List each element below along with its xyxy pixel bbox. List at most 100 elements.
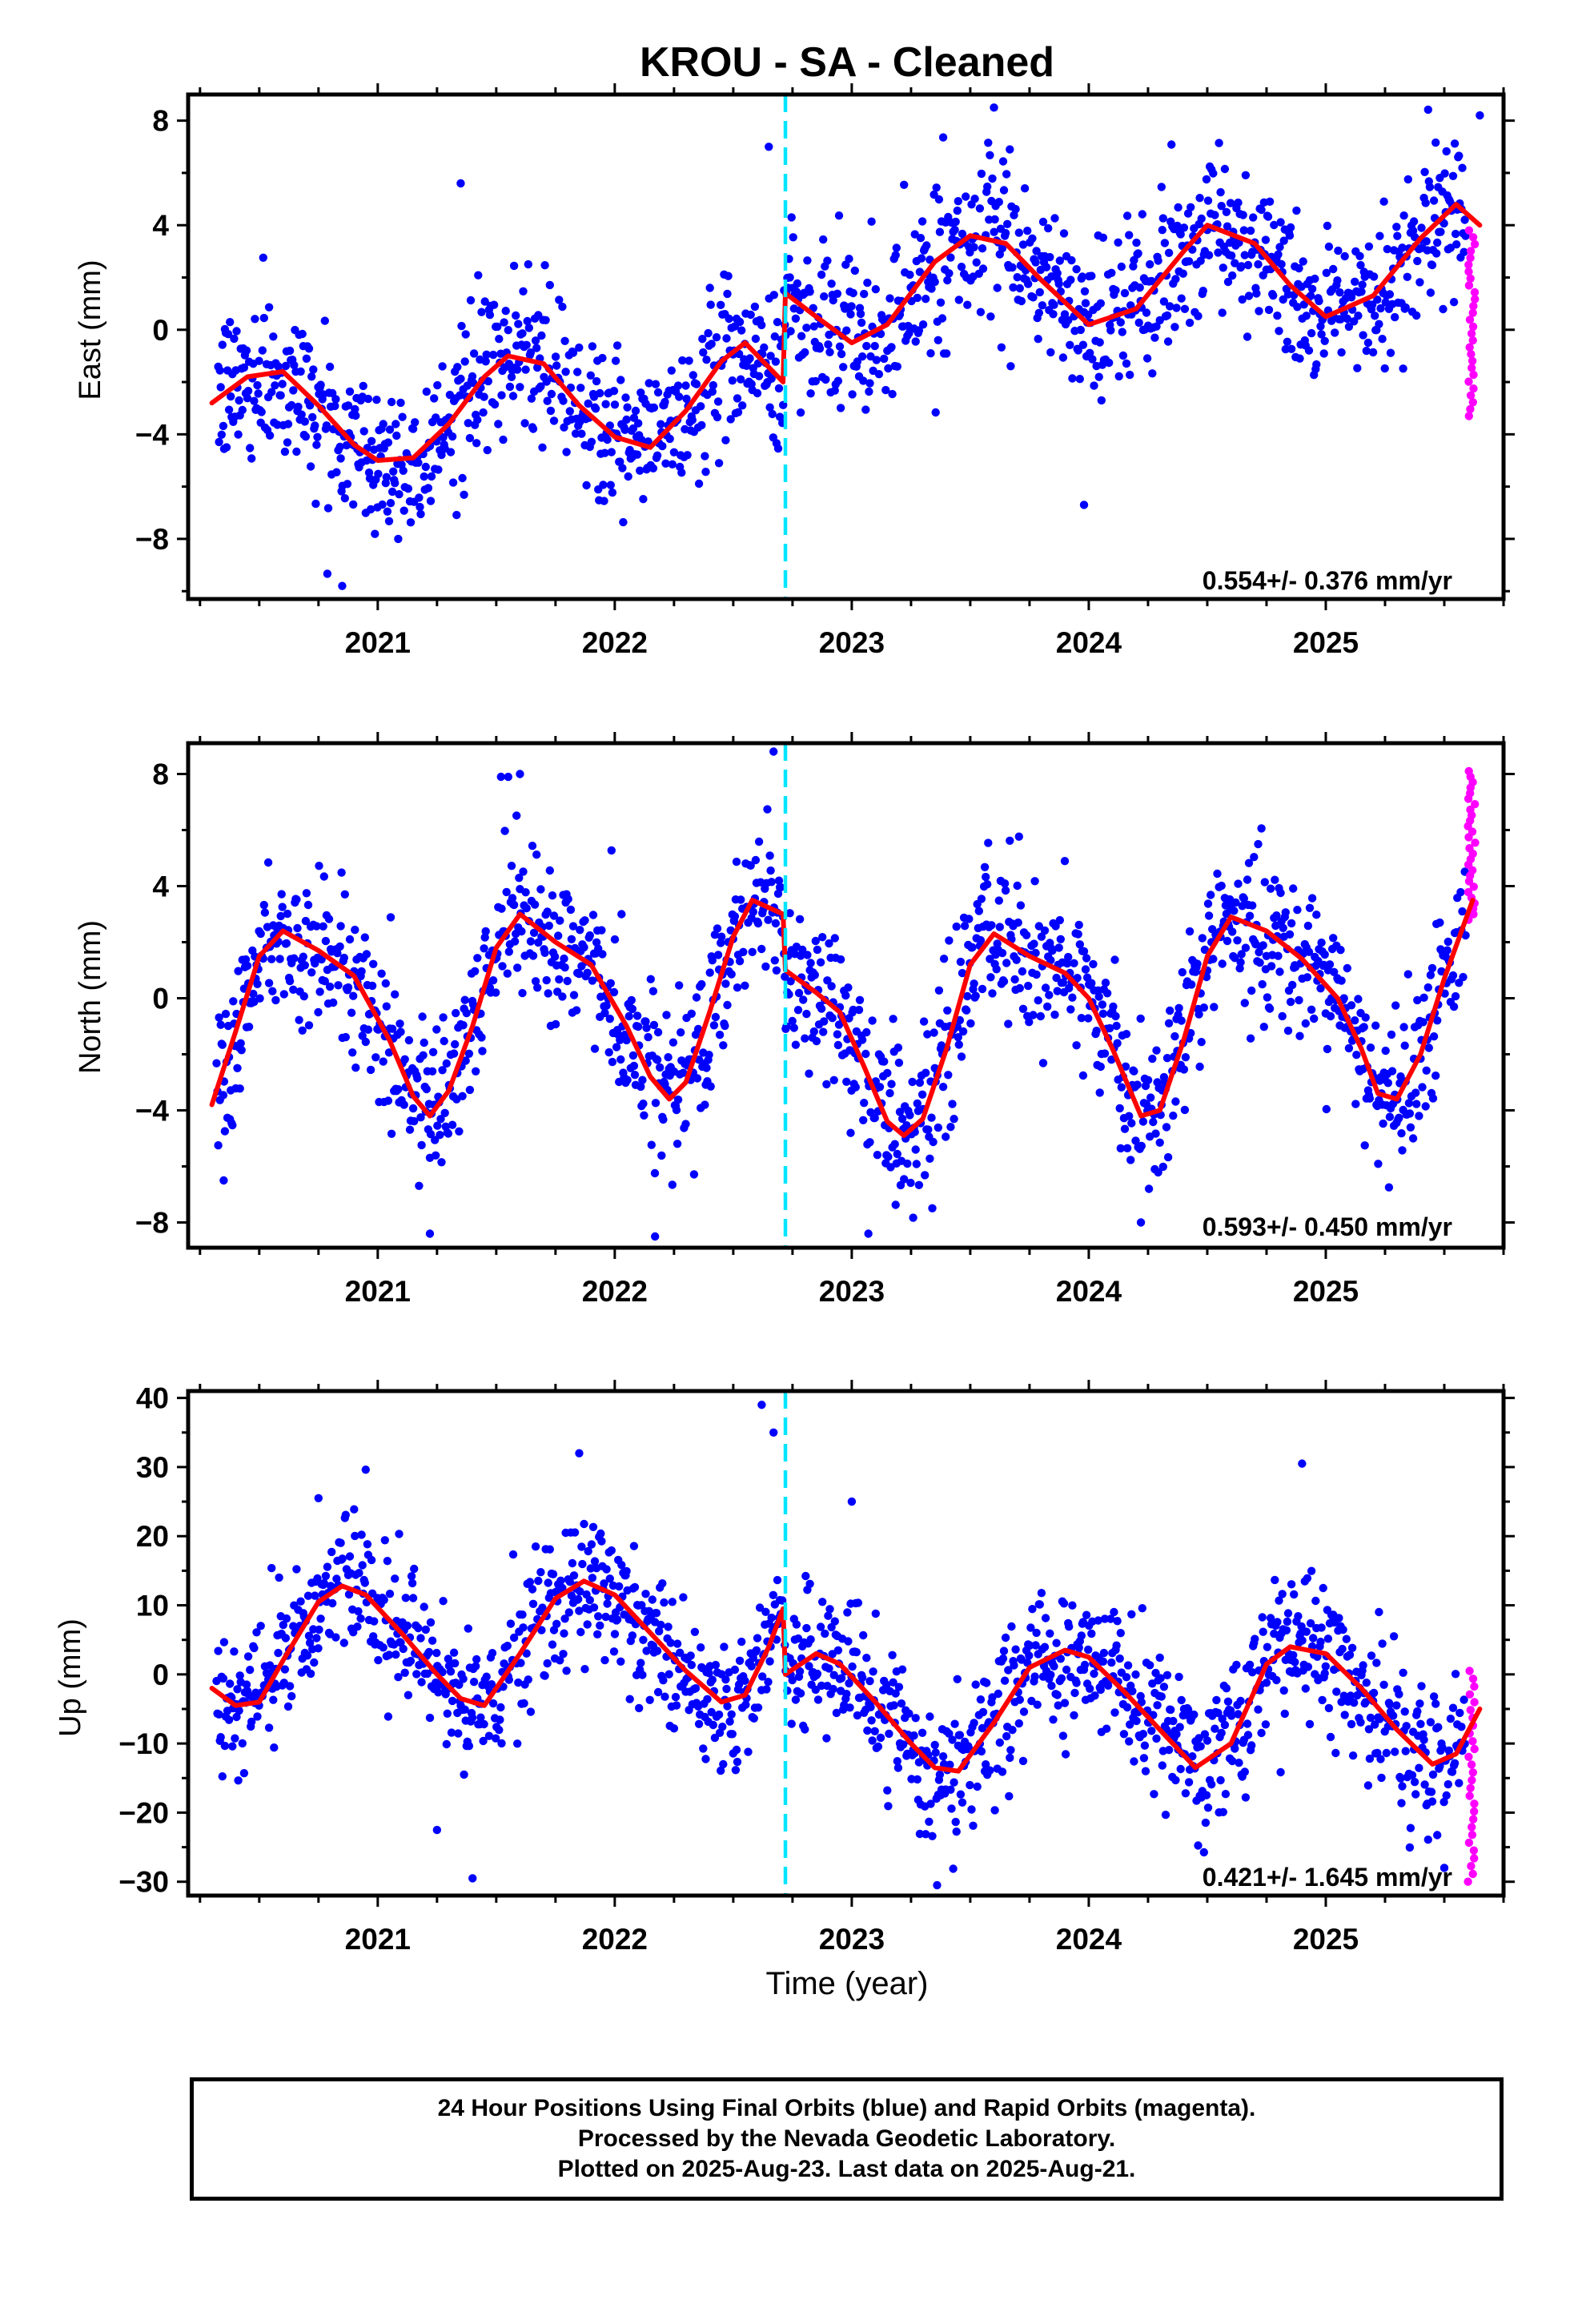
- final-point: [834, 211, 844, 220]
- final-point: [882, 1680, 891, 1690]
- final-point: [1172, 304, 1181, 312]
- final-point: [1279, 1686, 1288, 1695]
- final-point: [1377, 1773, 1386, 1783]
- final-point: [810, 971, 819, 979]
- final-point: [890, 1140, 899, 1148]
- final-point: [995, 1738, 1005, 1747]
- final-point: [806, 1635, 815, 1644]
- final-point-outlier: [757, 1401, 766, 1409]
- final-point: [487, 1680, 496, 1689]
- rapid-point: [1466, 1706, 1476, 1715]
- final-point: [1436, 227, 1445, 236]
- final-point: [889, 1678, 897, 1687]
- final-point: [575, 1606, 584, 1615]
- final-point: [1029, 1011, 1038, 1019]
- final-point-outlier: [496, 772, 505, 782]
- final-point: [1217, 881, 1226, 891]
- final-point: [606, 480, 615, 489]
- final-point: [943, 275, 952, 285]
- final-point: [385, 425, 395, 434]
- final-point: [590, 1044, 600, 1053]
- final-point: [495, 335, 504, 344]
- final-point: [1279, 295, 1287, 304]
- final-point: [379, 1057, 387, 1066]
- final-point: [497, 391, 506, 400]
- final-point: [1183, 209, 1193, 218]
- final-point: [1423, 1835, 1433, 1844]
- final-point: [524, 259, 532, 269]
- rapid-point: [1464, 1752, 1473, 1761]
- final-point: [926, 1154, 934, 1164]
- final-point: [819, 292, 829, 301]
- final-point: [1169, 1716, 1178, 1726]
- final-point: [1399, 1668, 1407, 1677]
- final-point-outlier: [1439, 1864, 1449, 1872]
- final-point: [504, 1675, 513, 1684]
- final-point: [1115, 1654, 1124, 1663]
- final-point: [765, 851, 774, 860]
- final-point: [1171, 1775, 1180, 1785]
- rapid-point: [1465, 1791, 1474, 1800]
- final-point: [659, 1676, 668, 1685]
- rapid-point: [1466, 404, 1475, 414]
- final-point: [1060, 1699, 1070, 1707]
- final-point: [1194, 312, 1203, 320]
- final-point: [312, 922, 321, 931]
- final-point: [281, 1634, 291, 1642]
- final-point: [453, 363, 462, 372]
- final-point: [283, 438, 292, 447]
- final-point: [631, 406, 640, 416]
- final-point: [809, 322, 818, 331]
- final-point: [992, 965, 1001, 974]
- rapid-point: [1464, 766, 1473, 776]
- final-point: [978, 1707, 988, 1717]
- final-point: [936, 298, 946, 307]
- final-point: [1226, 199, 1235, 207]
- final-point: [856, 309, 865, 319]
- final-point: [741, 1700, 750, 1709]
- final-point: [493, 322, 502, 332]
- final-point: [214, 1647, 223, 1655]
- final-point: [1038, 1059, 1048, 1068]
- final-point: [699, 1744, 708, 1753]
- final-point: [583, 1620, 592, 1629]
- final-point: [1000, 1676, 1010, 1685]
- final-point: [582, 480, 591, 490]
- final-point: [1078, 272, 1087, 281]
- final-point: [1302, 1627, 1311, 1636]
- final-point: [958, 968, 967, 978]
- final-point: [610, 935, 620, 944]
- final-point: [426, 1130, 436, 1139]
- final-point: [565, 1577, 574, 1586]
- final-point: [805, 1069, 813, 1078]
- final-point: [1287, 344, 1296, 353]
- final-point: [1375, 320, 1383, 328]
- final-point: [970, 243, 978, 251]
- final-point: [302, 354, 311, 363]
- final-point: [845, 255, 853, 263]
- final-point: [1448, 171, 1458, 180]
- final-point: [1243, 1719, 1252, 1728]
- final-point: [1010, 975, 1019, 984]
- final-point: [1135, 283, 1144, 292]
- final-point: [1078, 1071, 1088, 1080]
- final-point: [737, 375, 745, 384]
- final-point: [1307, 1005, 1316, 1015]
- final-point: [909, 1213, 917, 1222]
- final-point: [371, 1053, 380, 1062]
- rapid-point: [1469, 1846, 1479, 1855]
- final-point: [1258, 1613, 1267, 1622]
- final-point: [320, 316, 329, 325]
- final-point: [1333, 276, 1342, 285]
- final-point: [950, 1778, 958, 1787]
- final-point: [911, 1714, 920, 1723]
- final-point: [880, 1057, 889, 1066]
- final-point: [497, 904, 506, 913]
- final-point: [617, 1561, 626, 1570]
- final-point: [1391, 1747, 1399, 1756]
- final-point: [1375, 1607, 1383, 1617]
- final-point: [1046, 1671, 1055, 1679]
- final-point: [1111, 286, 1120, 295]
- final-point: [1323, 1044, 1332, 1054]
- final-point: [1143, 1076, 1153, 1085]
